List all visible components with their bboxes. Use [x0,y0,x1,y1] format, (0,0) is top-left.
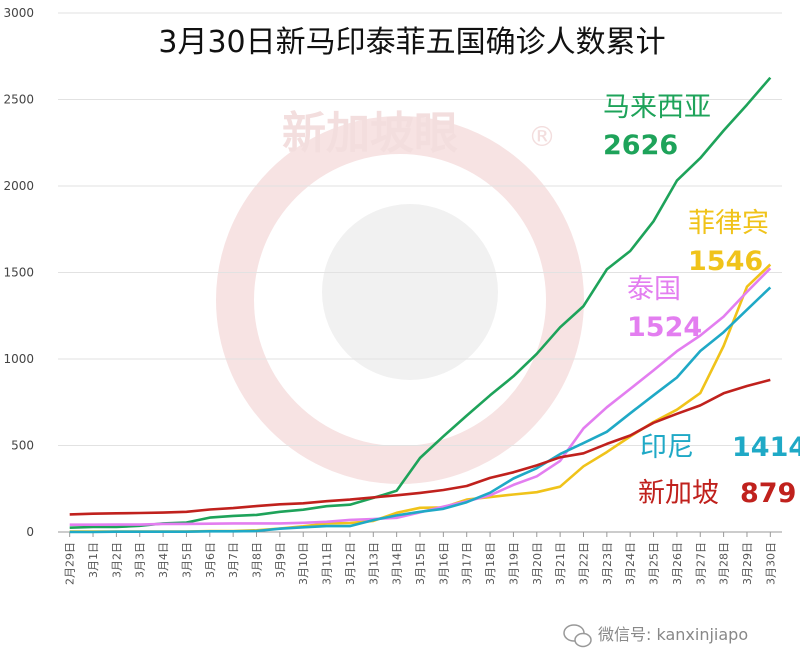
axes: 0 500 1000 1500 2000 2500 3000 2月29日 3月1日 3月2日 3月3… [3,6,777,585]
x-tick-label: 3月20日 [531,542,544,585]
series-line-新加坡 [69,378,771,516]
series-label-name: 新加坡 [638,478,719,509]
wechat-icon [563,624,592,648]
x-tick-label: 3月18日 [484,542,497,585]
series-line-马来西亚 [69,76,772,529]
watermark-text: 新加坡眼 [282,108,458,159]
series-label-name: 马来西亚 [603,92,711,123]
series-label-value: 2626 [603,130,678,161]
x-tick-label: 3月1日 [87,542,100,578]
x-tick-label: 3月14日 [391,542,404,585]
watermark-ring [216,116,584,484]
footer-text: 微信号: kanxinjiapo [598,625,748,644]
x-tick-label: 3月13日 [367,542,380,585]
x-tick-label: 3月16日 [437,542,450,585]
x-tick-label: 3月29日 [741,542,754,585]
y-tick-label: 2500 [3,93,34,107]
x-tick-label: 3月26日 [671,542,684,585]
x-tick-label: 3月23日 [601,542,614,585]
watermark: 新加坡眼 ® [216,108,584,484]
series-label-value: 1524 [627,312,702,343]
y-tick-label: 2000 [3,179,34,193]
x-tick-label: 3月17日 [461,542,474,585]
x-tick-label: 3月15日 [414,542,427,585]
x-tick-label: 3月8日 [251,542,264,578]
x-tick-label: 3月19日 [507,542,520,585]
x-tick-label: 3月4日 [157,542,170,578]
x-tick-label: 3月27日 [694,542,707,585]
grid [58,12,782,533]
watermark-registered-mark: ® [528,120,556,153]
x-tick-label: 3月9日 [274,542,287,578]
y-tick-label: 1500 [3,266,34,280]
x-tick-label: 3月28日 [718,542,731,585]
x-tick-label: 3月10日 [297,542,310,585]
x-tick-label: 2月29日 [64,542,77,585]
series-label-name: 菲律宾 [688,208,769,239]
x-tick-label: 3月24日 [624,542,637,585]
y-tick-label: 500 [11,439,34,453]
series-lines [69,76,772,534]
series-line-印尼 [69,286,772,534]
x-tick-label: 3月25日 [648,542,661,585]
x-tick-label: 3月2日 [110,542,123,578]
x-tick-label: 3月11日 [321,542,334,585]
series-label-name: 泰国 [627,274,681,305]
x-tick-label: 3月7日 [227,542,240,578]
x-tick-label: 3月21日 [554,542,567,585]
series-label-value: 1546 [688,246,763,277]
x-tick-label: 3月3日 [134,542,147,578]
chart-title: 3月30日新马印泰菲五国确诊人数累计 [158,25,665,60]
y-tick-label: 3000 [3,6,34,20]
footer: 微信号: kanxinjiapo [563,624,748,648]
x-tick-label: 3月6日 [204,542,217,578]
y-tick-label: 0 [26,525,34,539]
watermark-inner [322,204,498,380]
x-tick-label: 3月30日 [764,542,777,585]
x-tick-label: 3月12日 [344,542,357,585]
x-tick-label: 3月22日 [577,542,590,585]
x-tick-label: 3月5日 [180,542,193,578]
y-tick-label: 1000 [3,352,34,366]
series-label-value: 879 [740,478,796,509]
series-label-name: 印尼 [640,432,694,463]
series-label-value: 1414 [732,432,800,463]
